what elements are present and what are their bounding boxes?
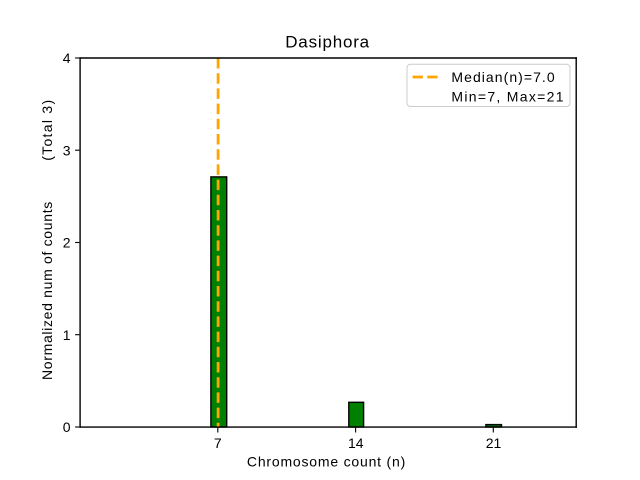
svg-text:0: 0 <box>63 419 71 435</box>
svg-text:7: 7 <box>214 435 222 451</box>
svg-text:2: 2 <box>63 235 71 251</box>
svg-text:3: 3 <box>63 142 71 158</box>
svg-text:Median(n)=7.0: Median(n)=7.0 <box>451 69 555 85</box>
svg-text:21: 21 <box>486 435 502 451</box>
svg-text:1: 1 <box>63 327 71 343</box>
svg-text:(Total 3): (Total 3) <box>39 99 55 161</box>
svg-text:Chromosome count (n): Chromosome count (n) <box>247 454 406 470</box>
svg-text:14: 14 <box>348 435 364 451</box>
svg-text:Normalized num of counts: Normalized num of counts <box>39 201 55 380</box>
svg-text:Min=7, Max=21: Min=7, Max=21 <box>451 89 564 105</box>
svg-text:Dasiphora: Dasiphora <box>285 33 370 52</box>
svg-text:4: 4 <box>63 50 71 66</box>
